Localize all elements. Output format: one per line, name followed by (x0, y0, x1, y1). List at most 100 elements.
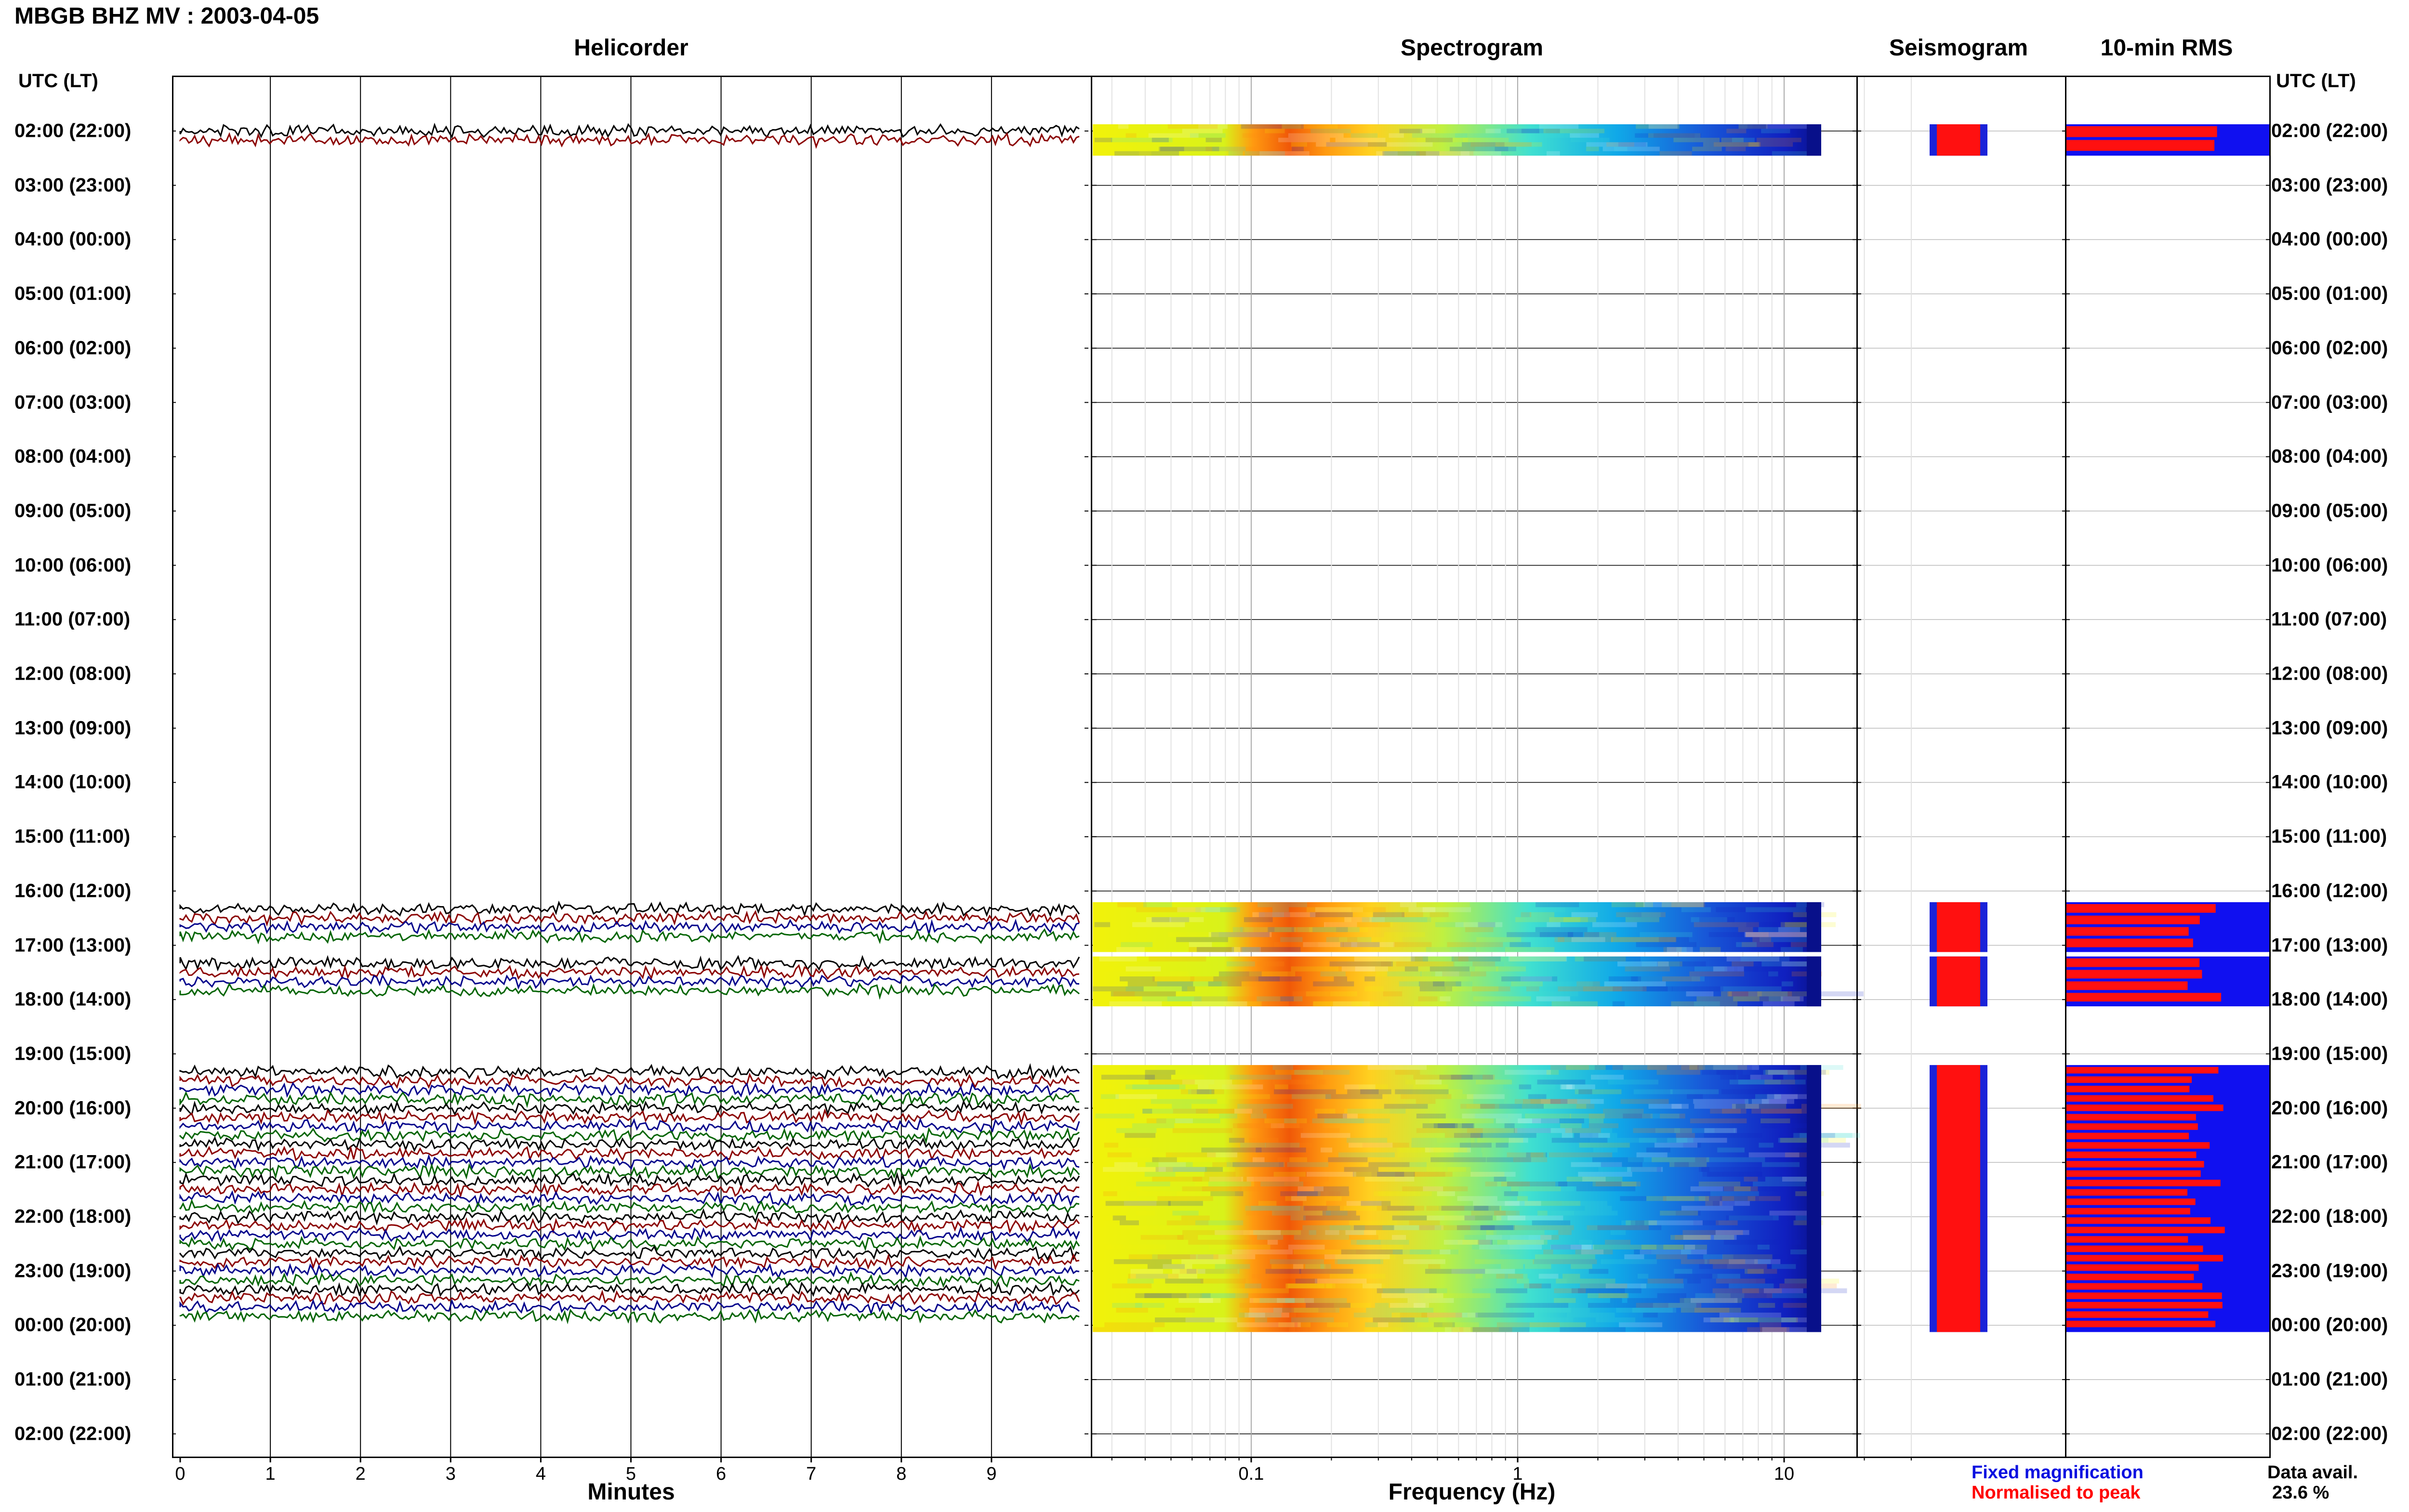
spectrogram-speckle (1588, 1269, 1609, 1274)
utc-header-right: UTC (LT) (2276, 70, 2356, 92)
spectrogram-speckle (1699, 1167, 1709, 1172)
spectrogram-speckle (1563, 917, 1588, 922)
spectrogram-speckle (1721, 1089, 1774, 1094)
spectrogram-speckle (1249, 1308, 1283, 1313)
spectrogram-speckle (1280, 1191, 1318, 1196)
spectrogram-speckle (1353, 1225, 1394, 1230)
spectrogram-speckle (1416, 137, 1468, 143)
spectrogram-speckle (1507, 129, 1539, 133)
spectrogram-speckle (1733, 996, 1800, 1001)
spectrogram-speckle (1351, 1001, 1389, 1007)
spectrogram-speckle (1201, 1147, 1262, 1153)
spectrogram-speckle (1420, 971, 1471, 977)
spectrogram-speckle (1662, 976, 1700, 982)
rms-normalised-bar (2066, 1255, 2224, 1262)
spectrogram-speckle (1475, 966, 1498, 972)
spectrogram-speckle (1303, 1215, 1360, 1221)
spectrogram-speckle (1116, 947, 1145, 952)
spectrogram-speckle (1313, 1186, 1349, 1192)
spectrogram-speckle (1578, 1171, 1632, 1177)
spectrogram-speckle (1751, 1108, 1802, 1114)
spectrogram-speckle (1173, 1108, 1234, 1114)
spectrogram-speckle (1745, 932, 1808, 937)
spectrogram-speckle (1722, 1196, 1756, 1201)
row-label: 09:00 (05:00) (2271, 500, 2388, 522)
spectrogram-speckle (1481, 1225, 1515, 1230)
spectrogram-speckle (1422, 907, 1471, 912)
spectrogram-speckle (1470, 1138, 1523, 1143)
row-label: 08:00 (04:00) (2271, 446, 2388, 467)
spectrogram-speckle (1748, 142, 1793, 147)
spectrogram-speckle (1275, 1070, 1323, 1075)
spectrogram-speckle (1558, 937, 1613, 942)
spectrogram-speckle (1706, 1157, 1765, 1162)
spectrogram-speckle (1417, 1322, 1479, 1328)
spectrogram-speckle (1574, 1133, 1599, 1138)
spectrogram-speckle (1784, 1278, 1813, 1284)
spectrogram-speckle (1395, 1070, 1420, 1075)
spectrogram-speckle (1764, 1079, 1795, 1085)
spectrogram-speckle (1297, 927, 1360, 933)
rms-normalised-bar (2066, 1292, 2222, 1299)
spectrogram-speckle (1127, 981, 1193, 986)
spectrogram-speckle (1642, 1113, 1680, 1118)
spectrogram-speckle (1758, 1302, 1775, 1308)
spectrogram-speckle (1395, 1089, 1449, 1094)
spectrogram-speckle (1551, 1001, 1598, 1007)
spectrogram-speckle (1230, 1075, 1292, 1080)
spectrogram-speckle (1175, 1308, 1195, 1313)
spectrogram-speckle (1641, 961, 1680, 967)
spectrogram-speckle (1473, 996, 1531, 1001)
spectrogram-speckle (1268, 927, 1294, 933)
spectrogram-xlabel: Frequency (Hz) (1388, 1479, 1556, 1505)
spectrogram-speckle (1526, 986, 1539, 992)
helicorder-trace (179, 1235, 1080, 1252)
spectrogram-speckle (1539, 991, 1578, 997)
spectrogram-speckle (1694, 966, 1727, 972)
spectrogram-speckle (1307, 907, 1374, 912)
spectrogram-speckle (1271, 1313, 1296, 1318)
spectrogram-speckle (1796, 902, 1808, 907)
spectrogram-speckle (1337, 991, 1357, 997)
spectrogram-speckle (1668, 1302, 1696, 1308)
spectrogram-speckle (1188, 1239, 1250, 1245)
spectrogram-speckle (1328, 1191, 1340, 1196)
spectrogram-speckle (1239, 1313, 1282, 1318)
spectrogram-speckle (1374, 1191, 1420, 1196)
spectrogram-speckle (1173, 1167, 1207, 1172)
spectrogram-speckle (1608, 976, 1641, 982)
spectrogram-speckle (1274, 927, 1337, 933)
spectrogram-speckle (1683, 1235, 1737, 1240)
spectrogram-speckle (1294, 1235, 1350, 1240)
spectrogram-speckle (1750, 1075, 1773, 1080)
spectrogram-speckle (1570, 1244, 1594, 1250)
spectrogram-speckle (1229, 1138, 1244, 1143)
spectrogram-speckle (1272, 1065, 1293, 1070)
spectrogram-speckle (1305, 1079, 1324, 1085)
helicorder-trace (179, 122, 1080, 139)
spectrogram-speckle (1244, 927, 1292, 933)
spectrogram-speckle (1769, 996, 1783, 1001)
spectrogram-speckle (1256, 1123, 1300, 1129)
spectrogram-speckle (1497, 1239, 1548, 1245)
spectrogram-speckle (1752, 124, 1816, 129)
row-label: 07:00 (03:00) (2271, 392, 2388, 413)
spectrogram-speckle (1712, 1264, 1767, 1269)
spectrogram-speckle (1152, 1157, 1177, 1162)
spectrogram-speckle (1780, 947, 1803, 952)
spectrogram-speckle (1535, 902, 1579, 907)
spectrogram-speckle (1430, 947, 1450, 952)
spectrogram-edge (1807, 124, 1821, 156)
spectrogram-speckle (1272, 1210, 1331, 1216)
spectrogram-speckle (1200, 1278, 1246, 1284)
spectrogram-speckle (1693, 1220, 1719, 1225)
spectrogram-speckle (1386, 142, 1433, 147)
spectrogram-speckle (1756, 137, 1801, 143)
spectrogram-speckle (1507, 1215, 1563, 1221)
spectrogram-speckle (1207, 1094, 1270, 1099)
spectrogram-speckle (1478, 1239, 1493, 1245)
spectrogram-speckle (1426, 1167, 1471, 1172)
spectrogram-speckle (1729, 1079, 1781, 1085)
spectrogram-speckle (1640, 1249, 1707, 1255)
spectrogram-speckle (1205, 907, 1241, 912)
